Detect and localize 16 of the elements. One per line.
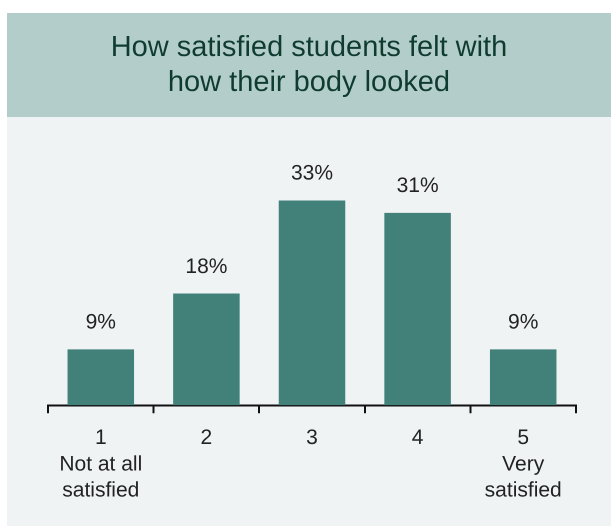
data-label: 33% xyxy=(290,162,334,185)
data-label: 9% xyxy=(508,310,538,334)
x-tick-label: 2 xyxy=(200,426,212,450)
data-label: 31% xyxy=(396,174,439,198)
bar xyxy=(278,200,346,406)
data-label: 9% xyxy=(86,310,116,334)
bar xyxy=(173,294,240,406)
x-tick-label: 4 xyxy=(412,426,424,450)
bar xyxy=(68,349,134,406)
x-tick-label: 1 Not at all satisfied xyxy=(59,426,142,502)
x-tick-label: 5 Very satisfied xyxy=(484,426,562,502)
bar xyxy=(384,212,451,406)
chart-title: How satisfied students felt with how their body looked xyxy=(110,30,508,100)
x-tick-label: 3 xyxy=(306,426,318,450)
bar xyxy=(490,349,556,406)
data-label: 18% xyxy=(185,254,228,278)
